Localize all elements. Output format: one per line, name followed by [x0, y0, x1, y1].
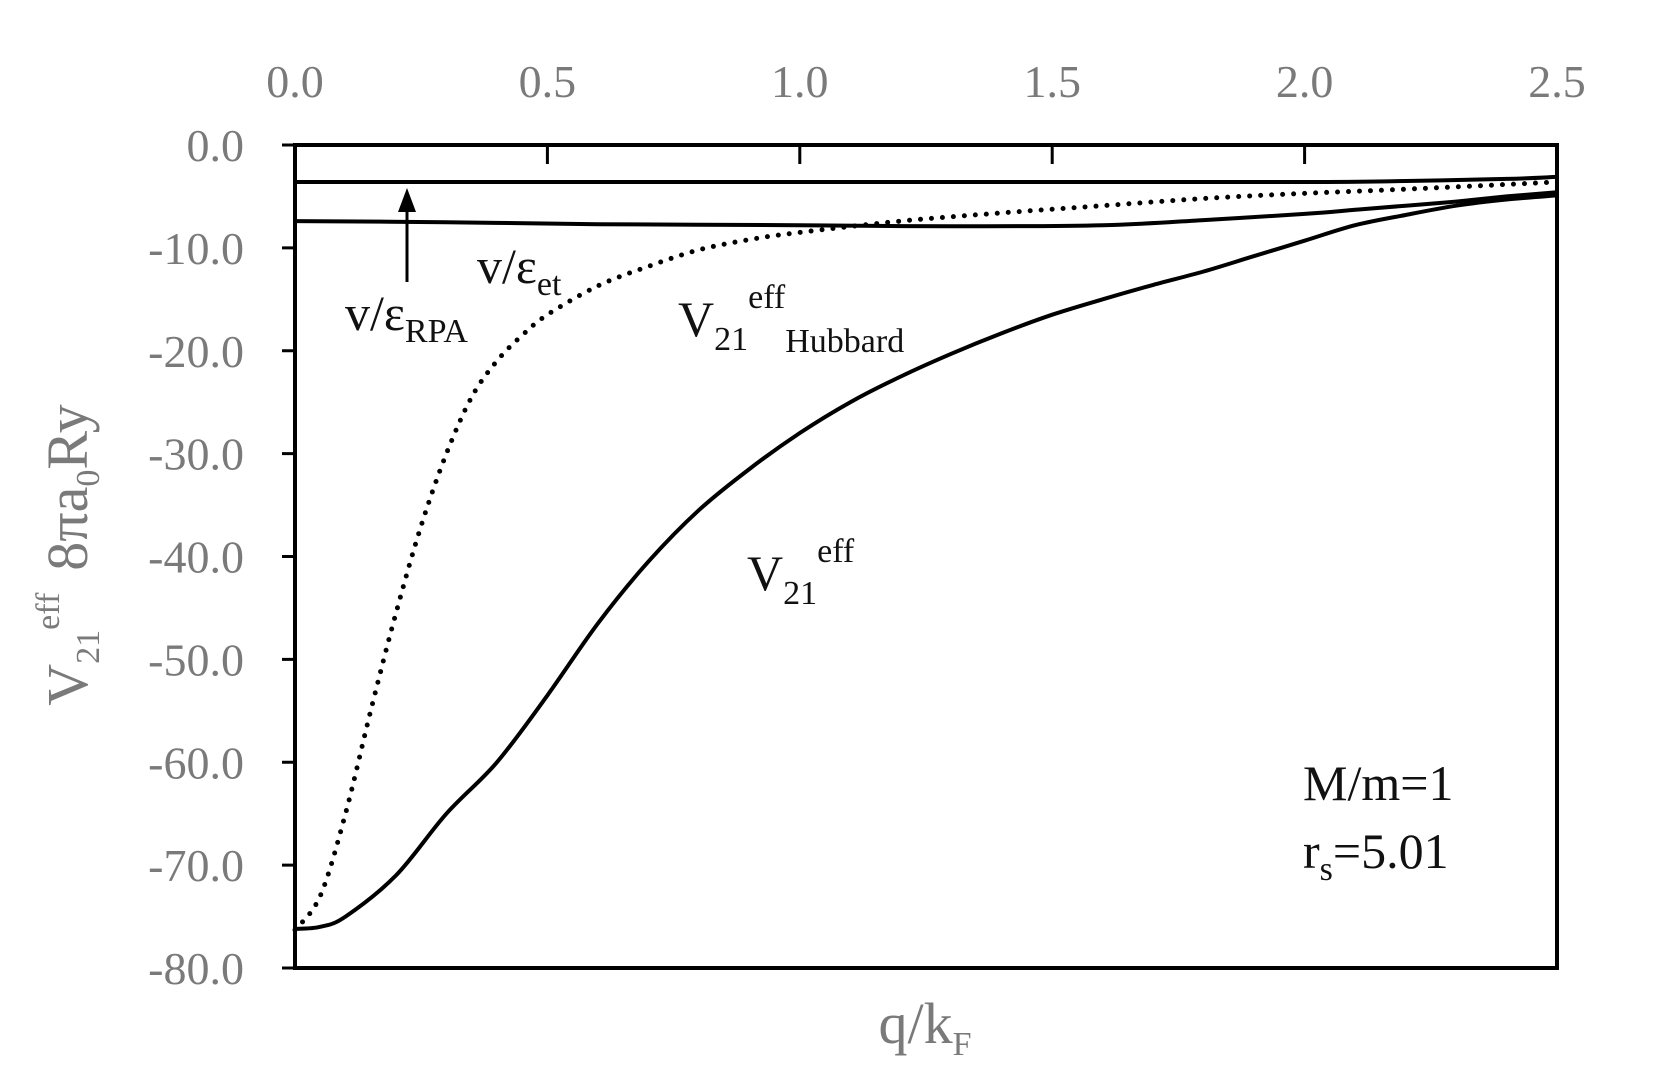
x-tick-marks — [293, 145, 1559, 164]
y-axis-title: V21eff8πa0Ry — [30, 404, 107, 705]
series-line-v21 — [294, 193, 1558, 931]
series-line-rpa — [295, 174, 1558, 185]
annotation-hubbard: V21effHubbard — [678, 279, 904, 360]
plot-frame — [293, 143, 1559, 970]
annotation-rpa: v/εRPA — [345, 285, 468, 350]
x-tick-label: 0.0 — [266, 56, 324, 107]
series-lines — [292, 174, 1560, 933]
x-tick-label: 0.5 — [519, 56, 577, 107]
y-tick-label: -40.0 — [148, 532, 244, 583]
y-tick-label: -30.0 — [148, 429, 244, 480]
y-tick-label: -50.0 — [148, 634, 244, 685]
series-line-hubbard — [292, 179, 1560, 933]
y-tick-label: 0.0 — [187, 120, 245, 171]
param-rs: rs=5.01 — [1303, 823, 1449, 888]
y-tick-label: -20.0 — [148, 326, 244, 377]
x-axis-title: q/kF — [878, 991, 971, 1063]
y-tick-label: -70.0 — [148, 840, 244, 891]
series-line-et — [294, 190, 1558, 229]
arrow-head-icon — [398, 188, 416, 212]
annotation-et: v/εet — [477, 238, 562, 303]
x-tick-label: 2.0 — [1276, 56, 1334, 107]
y-tick-label: -80.0 — [148, 943, 244, 994]
x-tick-label: 2.5 — [1528, 56, 1586, 107]
rpa-arrow — [398, 188, 416, 282]
param-mass-ratio: M/m=1 — [1303, 755, 1453, 811]
y-tick-label: -10.0 — [148, 223, 244, 274]
y-tick-label: -60.0 — [148, 737, 244, 788]
x-tick-labels: 0.0 0.5 1.0 1.5 2.0 2.5 — [266, 56, 1586, 107]
annotation-v21: V21eff — [747, 533, 855, 612]
x-tick-label: 1.5 — [1023, 56, 1081, 107]
x-tick-label: 1.0 — [771, 56, 829, 107]
y-tick-marks — [282, 143, 295, 970]
y-tick-labels: 0.0 -10.0 -20.0 -30.0 -40.0 -50.0 -60.0 -70.0 -8… — [148, 120, 244, 994]
